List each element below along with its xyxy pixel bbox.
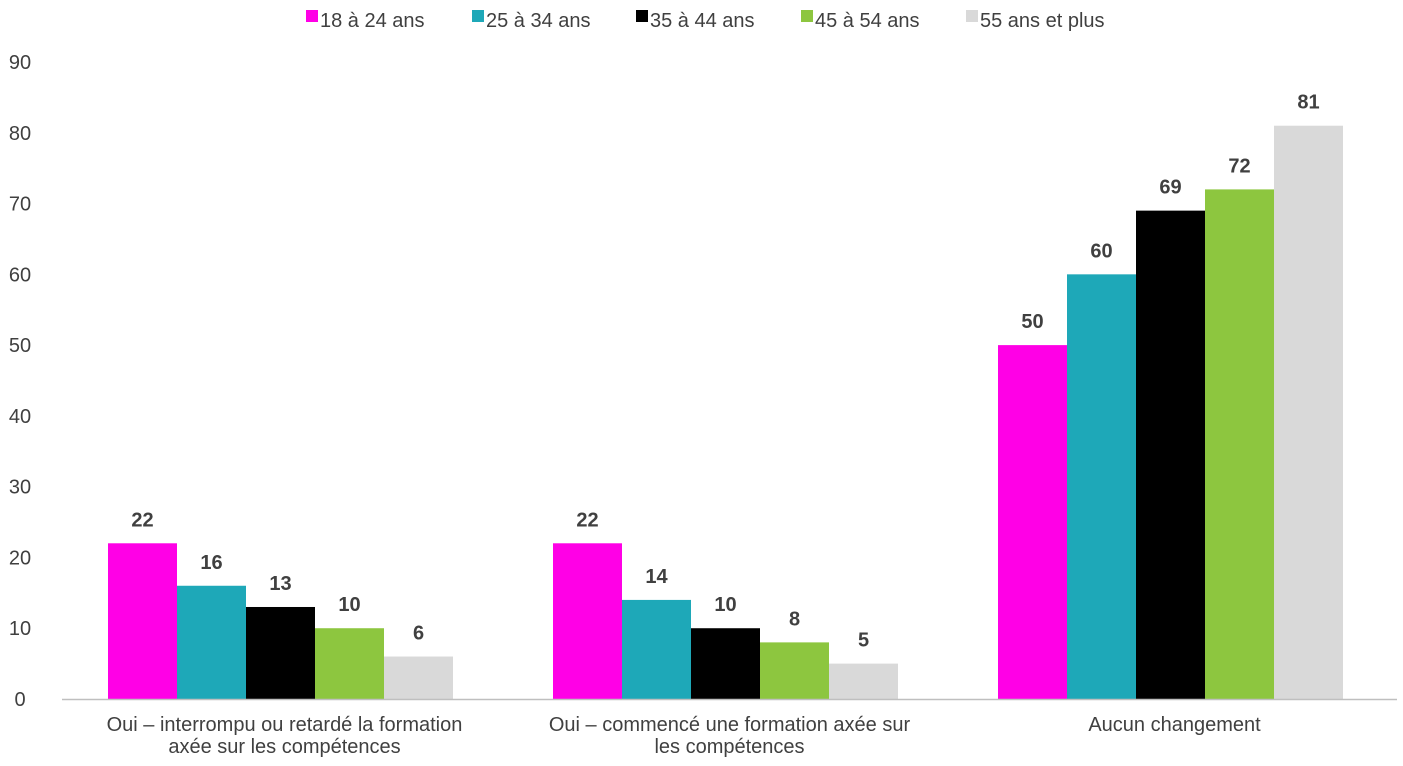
bar [691,628,760,699]
bar [1067,274,1136,699]
legend-label: 25 à 34 ans [486,10,591,32]
y-tick-label: 90 [9,52,31,74]
x-axis: Oui – interrompu ou retardé la formation… [62,698,1397,758]
y-tick-label: 10 [9,618,31,640]
legend-swatch [966,10,978,22]
bar [553,543,622,699]
data-label: 6 [413,623,424,645]
data-label: 10 [338,594,360,616]
legend-label: 45 à 54 ans [815,10,920,32]
data-label: 16 [200,552,222,574]
bar [998,345,1067,699]
data-label: 81 [1297,92,1319,114]
x-category-label-line: Oui – interrompu ou retardé la formation [107,714,463,736]
bar [108,543,177,699]
data-label: 5 [858,630,869,652]
data-label: 13 [269,573,291,595]
data-label: 69 [1159,177,1181,199]
bar [1274,125,1343,699]
bar [246,606,315,699]
x-category-label: Oui – commencé une formation axée sur les… [549,714,911,758]
legend-swatch [306,10,318,22]
y-axis: 0 10 20 30 40 50 60 70 80 90 [9,52,31,711]
x-category-label: Oui – interrompu ou retardé la formation… [107,714,463,758]
x-category-label-line: Oui – commencé une formation axée sur [549,714,911,736]
legend: 18 à 24 ans 25 à 34 ans 35 à 44 ans 45 à 54… [306,10,1105,32]
y-tick-label: 0 [14,689,25,711]
legend-label: 55 ans et plus [980,10,1105,32]
x-category-label-line: les compétences [654,736,804,758]
y-tick-label: 80 [9,123,31,145]
y-tick-label: 20 [9,547,31,569]
bar [1136,210,1205,699]
data-label: 50 [1021,311,1043,333]
bar [829,663,898,699]
data-label: 22 [576,509,598,531]
data-label: 8 [789,608,800,630]
bar [1205,189,1274,699]
y-tick-label: 50 [9,335,31,357]
legend-swatch [472,10,484,22]
bar [384,656,453,699]
y-tick-label: 30 [9,477,31,499]
data-label: 60 [1090,240,1112,262]
y-tick-label: 60 [9,264,31,286]
bar [760,642,829,699]
x-category-label-line: Aucun changement [1088,714,1261,736]
legend-label: 35 à 44 ans [650,10,755,32]
data-labels: 22 16 13 10 6 22 14 10 8 5 50 60 69 72 81 [131,92,1319,652]
x-category-label: Aucun changement [1088,714,1261,736]
bar [622,599,691,699]
data-label: 10 [714,594,736,616]
data-label: 22 [131,509,153,531]
legend-swatch [636,10,648,22]
legend-label: 18 à 24 ans [320,10,425,32]
y-tick-label: 70 [9,194,31,216]
x-category-label-line: axée sur les compétences [168,736,400,758]
data-label: 72 [1228,155,1250,177]
bars [108,125,1343,699]
legend-swatch [801,10,813,22]
y-tick-label: 40 [9,406,31,428]
bar [315,628,384,699]
bar [177,585,246,699]
data-label: 14 [645,566,668,588]
